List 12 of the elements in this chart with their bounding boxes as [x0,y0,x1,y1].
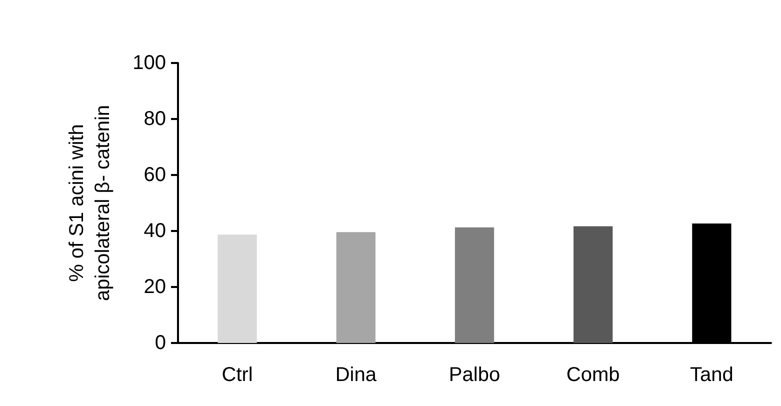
y-tick-label: 0 [154,332,166,354]
x-tick-label: Ctrl [222,364,253,386]
y-tick-label: 80 [144,108,166,130]
x-tick-label: Dina [335,364,378,386]
y-tick-label: 20 [144,276,166,298]
x-tick-label: Tand [690,364,734,386]
y-axis-title: % of S1 acini with apicolateral β- catenin [66,104,114,302]
x-tick-label: Palbo [448,364,500,386]
y-tick-label: 100 [132,52,166,74]
y-tick-label: 40 [144,220,166,242]
y-tick-label: 60 [144,164,166,186]
x-tick-label: Comb [566,364,620,386]
